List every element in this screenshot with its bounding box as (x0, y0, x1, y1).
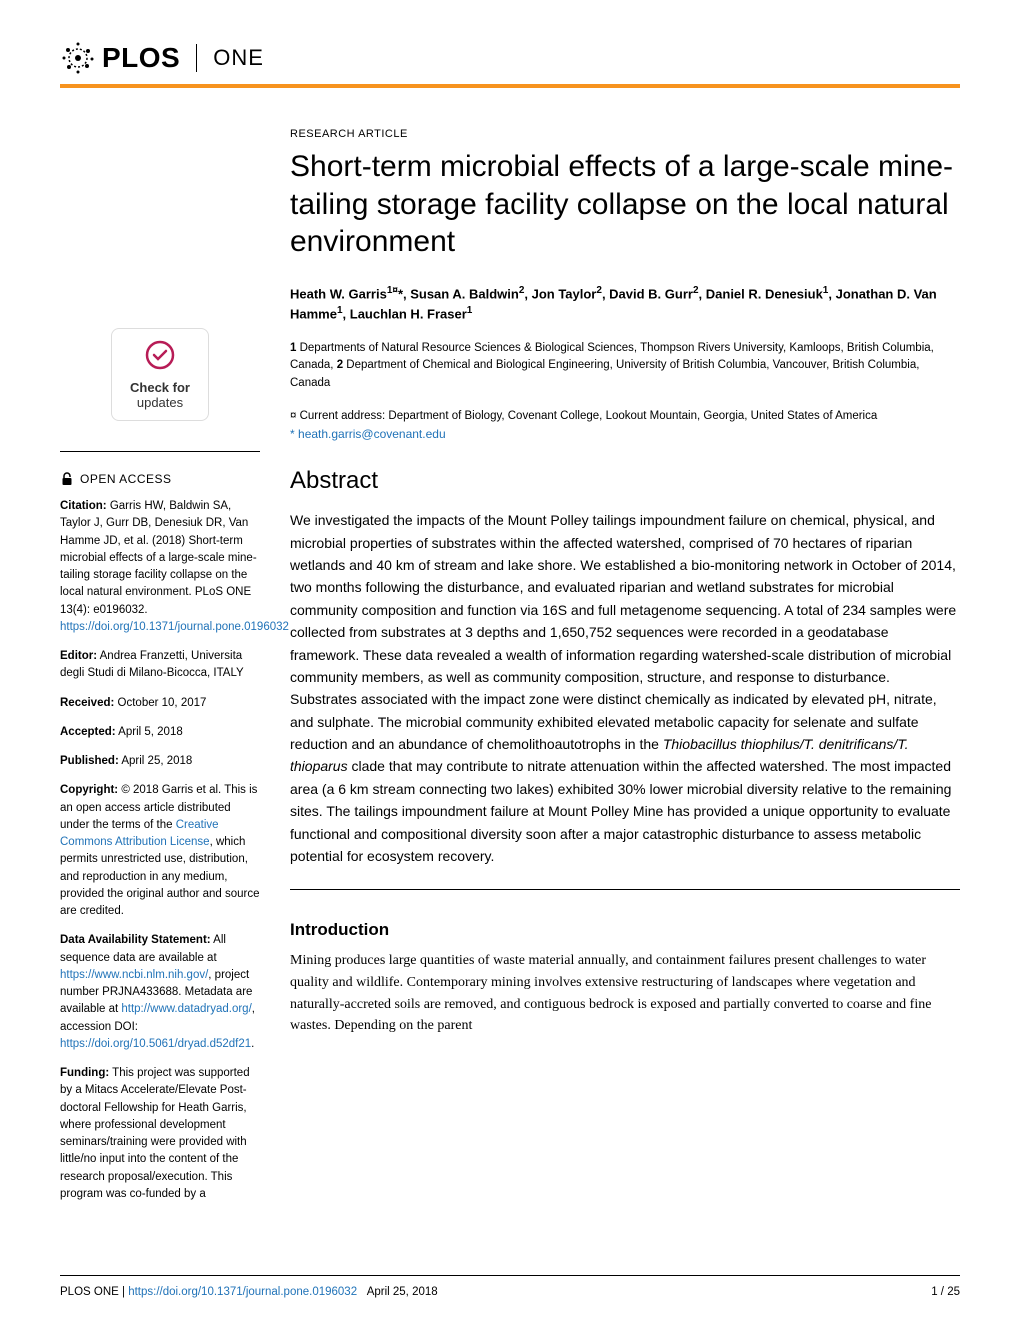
data-label: Data Availability Statement: (60, 934, 211, 946)
footer-journal: PLOS ONE | (60, 1286, 128, 1298)
plos-text: PLOS (102, 42, 180, 74)
sidebar: Check for updates OPEN ACCESS Citation: … (60, 128, 260, 1215)
received-section: Received: October 10, 2017 (60, 695, 260, 712)
footer-page-number: 1 / 25 (931, 1286, 960, 1298)
check-updates-widget[interactable]: Check for updates (60, 328, 260, 421)
received-label: Received: (60, 697, 114, 709)
abstract-heading: Abstract (290, 467, 960, 495)
accepted-text: April 5, 2018 (116, 726, 183, 738)
accent-bar (60, 84, 960, 88)
accepted-section: Accepted: April 5, 2018 (60, 724, 260, 741)
article-title: Short-term microbial effects of a large-… (290, 148, 960, 261)
footer-doi-link[interactable]: https://doi.org/10.1371/journal.pone.019… (128, 1286, 357, 1298)
received-text: October 10, 2017 (114, 697, 206, 709)
open-access-badge: OPEN ACCESS (60, 472, 260, 486)
copyright-label: Copyright: (60, 784, 118, 796)
citation-text: Garris HW, Baldwin SA, Taylor J, Gurr DB… (60, 500, 257, 616)
corresponding-email: * heath.garris@covenant.edu (290, 427, 960, 441)
footer-left: PLOS ONE | https://doi.org/10.1371/journ… (60, 1286, 438, 1298)
copyright-section: Copyright: © 2018 Garris et al. This is … (60, 782, 260, 920)
data-text4: . (251, 1038, 254, 1050)
plos-one-text: ONE (213, 45, 264, 71)
page-footer: PLOS ONE | https://doi.org/10.1371/journ… (60, 1275, 960, 1298)
citation-doi-link[interactable]: https://doi.org/10.1371/journal.pone.019… (60, 621, 289, 633)
editor-section: Editor: Andrea Franzetti, Universita deg… (60, 648, 260, 683)
authors-list: Heath W. Garris1¤*, Susan A. Baldwin2, J… (290, 283, 960, 325)
plos-logo: PLOS ONE (60, 40, 264, 76)
citation-label: Citation: (60, 500, 107, 512)
page-header: PLOS ONE (60, 40, 960, 76)
funding-text: This project was supported by a Mitacs A… (60, 1067, 250, 1200)
funding-section: Funding: This project was supported by a… (60, 1065, 260, 1203)
copyright-text2: , which permits unrestricted use, distri… (60, 836, 259, 917)
sidebar-divider (60, 451, 260, 452)
main-content: RESEARCH ARTICLE Short-term microbial ef… (290, 128, 960, 1215)
check-updates-icon (144, 339, 176, 371)
email-link[interactable]: heath.garris@covenant.edu (298, 427, 446, 441)
open-lock-icon (60, 472, 74, 486)
check-updates-label: Check for (130, 380, 190, 395)
published-label: Published: (60, 755, 119, 767)
editor-label: Editor: (60, 650, 97, 662)
published-text: April 25, 2018 (119, 755, 193, 767)
intro-text: Mining produces large quantities of wast… (290, 950, 960, 1037)
accepted-label: Accepted: (60, 726, 116, 738)
plos-icon (60, 40, 96, 76)
data-availability-section: Data Availability Statement: All sequenc… (60, 932, 260, 1053)
email-prefix: * (290, 427, 298, 441)
current-address: ¤ Current address: Department of Biology… (290, 408, 960, 425)
abstract-text: We investigated the impacts of the Mount… (290, 509, 960, 867)
check-updates-sublabel: updates (130, 395, 190, 410)
main-divider (290, 889, 960, 890)
affiliations: 1 Departments of Natural Resource Scienc… (290, 340, 960, 392)
datadryad-link[interactable]: http://www.datadryad.org/ (121, 1003, 251, 1015)
published-section: Published: April 25, 2018 (60, 753, 260, 770)
citation-section: Citation: Garris HW, Baldwin SA, Taylor … (60, 498, 260, 636)
article-type: RESEARCH ARTICLE (290, 128, 960, 140)
footer-date: April 25, 2018 (367, 1286, 438, 1298)
ncbi-link[interactable]: https://www.ncbi.nlm.nih.gov/ (60, 969, 208, 981)
intro-heading: Introduction (290, 920, 960, 940)
logo-divider (196, 44, 197, 72)
open-access-text: OPEN ACCESS (80, 472, 172, 486)
dryad-doi-link[interactable]: https://doi.org/10.5061/dryad.d52df21 (60, 1038, 251, 1050)
funding-label: Funding: (60, 1067, 109, 1079)
